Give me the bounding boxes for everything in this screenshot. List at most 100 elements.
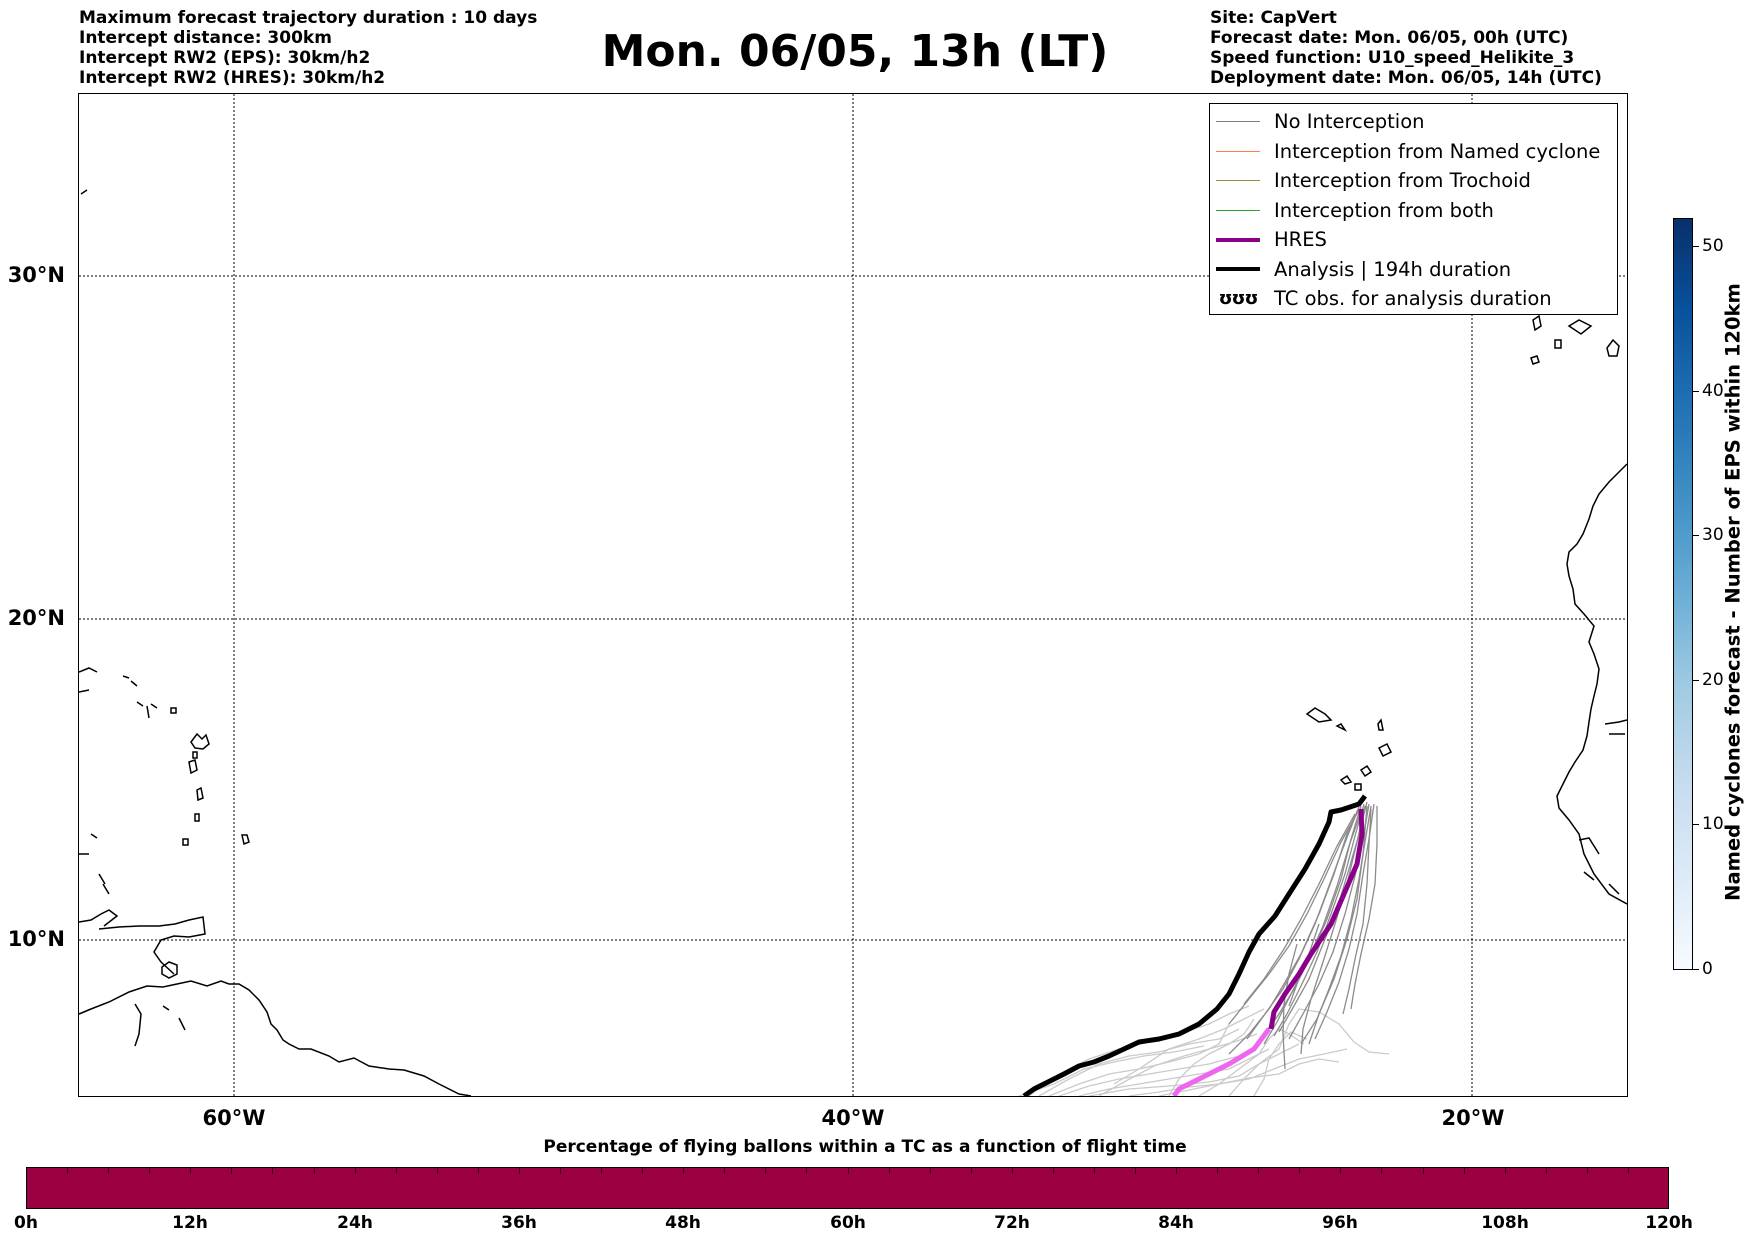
flight-bar-minor-tick — [354, 1167, 356, 1174]
flight-bar-minor-tick — [1299, 1167, 1301, 1174]
colorbar-tick — [1693, 391, 1699, 392]
flight-bar-minor-tick — [1258, 1167, 1260, 1174]
colorbar-tick — [1693, 535, 1699, 536]
flight-bar-minor-tick — [1176, 1167, 1178, 1174]
lon-label: 60°W — [202, 1106, 266, 1130]
legend-item-hres: HRES — [1210, 225, 1617, 255]
colorbar-tick — [1693, 969, 1699, 970]
thick-black-line-icon — [1216, 267, 1260, 272]
header-left-line: Maximum forecast trajectory duration : 1… — [79, 8, 538, 28]
flight-bar-minor-tick — [518, 1167, 520, 1174]
coast-canaries — [1530, 314, 1620, 365]
legend-label: Analysis | 194h duration — [1274, 257, 1512, 281]
coast-martinique — [188, 759, 198, 775]
flight-bar-minor-tick — [1586, 1167, 1588, 1174]
flight-bar-minor-tick — [1011, 1167, 1013, 1174]
header-info-right: Site: CapVert Forecast date: Mon. 06/05,… — [1210, 8, 1602, 88]
flight-bar-minor-tick — [1052, 1167, 1054, 1174]
header-left-line: Intercept distance: 300km — [79, 28, 332, 48]
coast-dominica — [192, 751, 198, 759]
flight-bar-tick-label: 12h — [172, 1213, 208, 1233]
hres-trajectory — [1268, 808, 1365, 1030]
colorbar-tick-label: 20 — [1702, 670, 1724, 690]
legend-label: Interception from both — [1274, 198, 1494, 222]
flight-bar-minor-tick — [1504, 1167, 1506, 1174]
flight-bar-tick-label: 36h — [501, 1213, 537, 1233]
flight-bar-minor-tick — [67, 1167, 69, 1174]
header-right-line: Deployment date: Mon. 06/05, 14h (UTC) — [1210, 68, 1602, 88]
flight-bar-minor-tick — [1381, 1167, 1383, 1174]
coast-africa — [1556, 463, 1627, 905]
flight-bar-minor-tick — [190, 1167, 192, 1174]
coast-pr-islands — [79, 667, 158, 719]
thick-purple-line-icon — [1216, 237, 1260, 242]
flight-bar-minor-tick — [477, 1167, 479, 1174]
no-interception-trajectories — [1228, 801, 1378, 1070]
coast-grenada — [182, 838, 189, 846]
legend-item-trochoid: Interception from Trochoid — [1210, 166, 1617, 196]
flight-bar-tick-label: 48h — [665, 1213, 701, 1233]
colorbar-tick — [1693, 246, 1699, 247]
flight-bar-minor-tick — [1135, 1167, 1137, 1174]
coast-small-isl — [79, 189, 186, 1047]
legend-label: HRES — [1274, 228, 1327, 252]
cyclone-colorbar — [1673, 218, 1693, 970]
colorbar-tick-label: 10 — [1702, 814, 1724, 834]
flight-bar-minor-tick — [847, 1167, 849, 1174]
flight-bar-tick-label: 0h — [14, 1213, 38, 1233]
colorbar-tick — [1693, 680, 1699, 681]
flight-bar-minor-tick — [929, 1167, 931, 1174]
legend-label: No Interception — [1274, 110, 1425, 134]
flight-bar-tick-label: 108h — [1481, 1213, 1529, 1233]
cyclone-marker: ʊʊʊ — [1218, 288, 1259, 310]
flight-bar-minor-tick — [601, 1167, 603, 1174]
flight-bar-minor-tick — [436, 1167, 438, 1174]
thin-coral-line-icon — [1216, 150, 1260, 152]
coast-guadeloupe — [190, 732, 210, 750]
lat-label: 20°N — [7, 606, 65, 630]
lat-label: 10°N — [7, 927, 65, 951]
coastlines — [79, 189, 1627, 1096]
map-canvas[interactable] — [79, 94, 1627, 1096]
flight-bar-tick-label: 96h — [1322, 1213, 1358, 1233]
hres-trajectory-late — [1171, 1027, 1271, 1096]
header-info-left: Maximum forecast trajectory duration : 1… — [79, 8, 537, 88]
header-left-line: Intercept RW2 (HRES): 30km/h2 — [79, 68, 386, 88]
header-left-line: Intercept RW2 (EPS): 30km/h2 — [79, 48, 371, 68]
legend-item-analysis: Analysis | 194h duration — [1210, 255, 1617, 285]
flight-time-bar — [26, 1167, 1669, 1209]
coast-antigua — [170, 707, 177, 714]
coast-cape-verde — [1305, 707, 1393, 791]
page-title: Mon. 06/05, 13h (LT) — [601, 26, 1109, 77]
flight-bar-minor-tick — [683, 1167, 685, 1174]
flight-bar-minor-tick — [395, 1167, 397, 1174]
flight-bar-minor-tick — [1422, 1167, 1424, 1174]
flight-bar-tick-label: 84h — [1158, 1213, 1194, 1233]
flight-bar-minor-tick — [642, 1167, 644, 1174]
flight-bar-minor-tick — [231, 1167, 233, 1174]
coast-africa-detail — [1578, 719, 1627, 895]
flight-bar-minor-tick — [1463, 1167, 1465, 1174]
lon-label: 40°W — [821, 1106, 885, 1130]
coast-venezuela-west — [79, 909, 119, 927]
thin-gray-line-icon — [1216, 121, 1260, 123]
flight-bar-title: Percentage of flying ballons within a TC… — [543, 1137, 1187, 1157]
lat-label: 30°N — [7, 263, 65, 287]
flight-bar-minor-tick — [559, 1167, 561, 1174]
flight-bar-minor-tick — [765, 1167, 767, 1174]
coast-south-america — [79, 980, 472, 1096]
flight-bar-minor-tick — [970, 1167, 972, 1174]
colorbar-tick-label: 50 — [1702, 236, 1724, 256]
flight-bar-minor-tick — [149, 1167, 151, 1174]
flight-bar-minor-tick — [1093, 1167, 1095, 1174]
legend-label: Interception from Trochoid — [1274, 169, 1531, 193]
flight-bar-minor-tick — [1217, 1167, 1219, 1174]
header-right-line: Speed function: U10_speed_Helikite_3 — [1210, 48, 1575, 68]
legend-label: Interception from Named cyclone — [1274, 139, 1601, 163]
coast-barbados — [241, 834, 250, 846]
colorbar-tick-label: 0 — [1702, 959, 1713, 979]
legend-label: TC obs. for analysis duration — [1274, 287, 1552, 311]
colorbar-tick-label: 40 — [1702, 381, 1724, 401]
coast-st-lucia — [196, 786, 204, 802]
legend-item-named-cyclone: Interception from Named cyclone — [1210, 137, 1617, 167]
